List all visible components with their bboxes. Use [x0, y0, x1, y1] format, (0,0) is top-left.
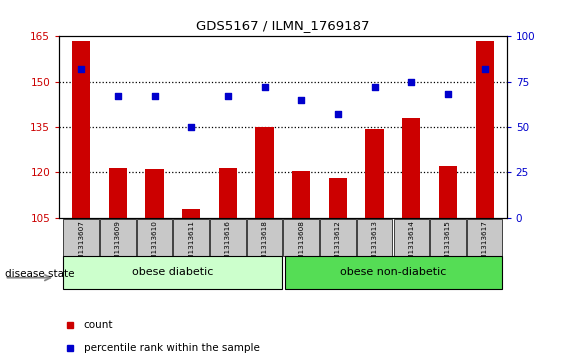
Text: GSM1313608: GSM1313608 — [298, 220, 304, 269]
Text: disease state: disease state — [5, 269, 74, 279]
Bar — [329, 179, 347, 218]
Text: GSM1313616: GSM1313616 — [225, 220, 231, 269]
Text: GSM1313609: GSM1313609 — [115, 220, 121, 269]
Text: GSM1313612: GSM1313612 — [335, 220, 341, 269]
Text: count: count — [84, 321, 113, 330]
FancyBboxPatch shape — [284, 256, 503, 289]
Text: GSM1313613: GSM1313613 — [372, 220, 378, 269]
Bar — [109, 168, 127, 218]
FancyBboxPatch shape — [173, 219, 209, 256]
Bar — [402, 118, 421, 218]
FancyBboxPatch shape — [320, 219, 356, 256]
Point — [260, 84, 269, 90]
FancyBboxPatch shape — [137, 219, 172, 256]
Text: GSM1313615: GSM1313615 — [445, 220, 451, 269]
FancyBboxPatch shape — [100, 219, 136, 256]
Point — [77, 66, 86, 72]
Point — [407, 79, 416, 85]
Bar — [365, 129, 384, 218]
Bar — [182, 209, 200, 218]
FancyBboxPatch shape — [247, 219, 283, 256]
Bar — [292, 171, 310, 218]
Bar — [72, 41, 90, 218]
Point — [113, 93, 122, 99]
Bar — [439, 166, 457, 218]
FancyBboxPatch shape — [63, 219, 99, 256]
FancyBboxPatch shape — [430, 219, 466, 256]
Point — [187, 124, 196, 130]
Text: percentile rank within the sample: percentile rank within the sample — [84, 343, 260, 352]
Text: GSM1313610: GSM1313610 — [151, 220, 158, 269]
Text: GSM1313618: GSM1313618 — [262, 220, 267, 269]
Bar — [145, 170, 164, 218]
FancyBboxPatch shape — [283, 219, 319, 256]
FancyBboxPatch shape — [394, 219, 429, 256]
Point — [224, 93, 233, 99]
Text: GSM1313617: GSM1313617 — [482, 220, 488, 269]
FancyBboxPatch shape — [210, 219, 245, 256]
Bar — [256, 127, 274, 218]
FancyBboxPatch shape — [63, 256, 283, 289]
Point — [444, 91, 453, 97]
Text: GSM1313614: GSM1313614 — [408, 220, 414, 269]
Point — [480, 66, 489, 72]
Bar — [476, 41, 494, 218]
FancyBboxPatch shape — [357, 219, 392, 256]
Bar — [218, 168, 237, 218]
Point — [297, 97, 306, 103]
Text: obese diabetic: obese diabetic — [132, 267, 213, 277]
FancyBboxPatch shape — [467, 219, 503, 256]
Point — [370, 84, 379, 90]
Point — [333, 111, 342, 117]
Text: GSM1313611: GSM1313611 — [188, 220, 194, 269]
Text: GSM1313607: GSM1313607 — [78, 220, 84, 269]
Text: obese non-diabetic: obese non-diabetic — [340, 267, 446, 277]
Point — [150, 93, 159, 99]
Title: GDS5167 / ILMN_1769187: GDS5167 / ILMN_1769187 — [196, 19, 370, 32]
